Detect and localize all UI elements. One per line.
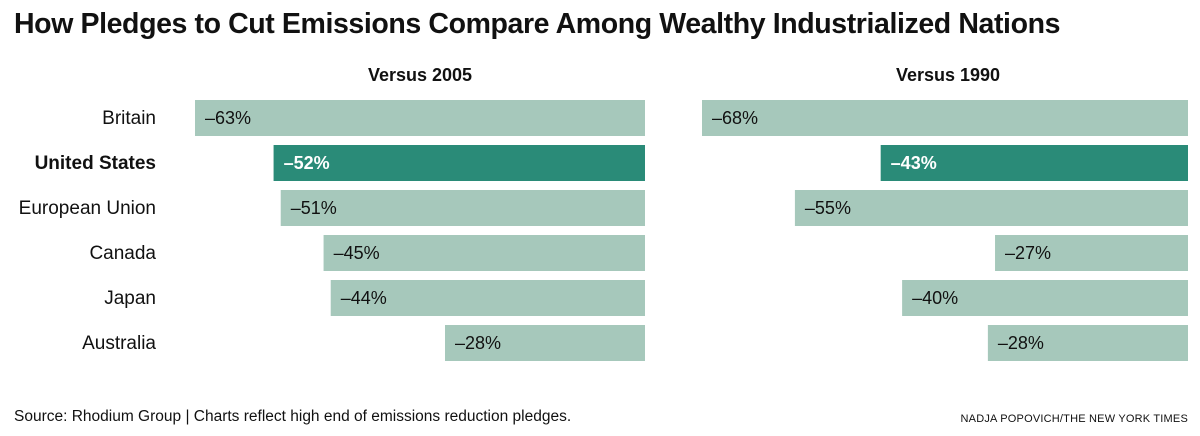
category-label: Canada [89,243,156,264]
bar-value-label: –44% [341,288,387,308]
emissions-pledge-bar-charts: Britain United States European Union Canada… [19,65,1188,361]
bar-value-label: –40% [912,288,958,308]
source-note: Source: Rhodium Group | Charts reflect h… [14,408,572,425]
bar [323,235,645,271]
bar [273,145,645,181]
bar [445,325,645,361]
bar [987,325,1188,361]
category-label: United States [35,153,156,174]
bar-value-label: –51% [291,198,337,218]
category-label: Japan [104,288,156,309]
bar-value-label: –52% [284,153,330,173]
panel-title: Versus 1990 [896,65,1000,85]
bar [880,145,1188,181]
category-label: European Union [19,198,156,219]
bar [995,235,1188,271]
category-label: Britain [102,108,156,129]
panel-title: Versus 2005 [368,65,472,85]
bar-value-label: –28% [998,333,1044,353]
bar [195,100,645,136]
chart-title: How Pledges to Cut Emissions Compare Amo… [14,8,1061,40]
bar [702,100,1188,136]
bar [902,280,1188,316]
bar-value-label: –43% [891,153,937,173]
bar-value-label: –45% [334,243,380,263]
bar-value-label: –27% [1005,243,1051,263]
bar-value-label: –28% [455,333,501,353]
bar [330,280,645,316]
bar-value-label: –63% [205,108,251,128]
credit-line: NADJA POPOVICH/THE NEW YORK TIMES [960,413,1188,425]
bar-value-label: –55% [805,198,851,218]
bar [794,190,1188,226]
bar [280,190,645,226]
category-label: Australia [82,333,156,354]
bar-value-label: –68% [712,108,758,128]
